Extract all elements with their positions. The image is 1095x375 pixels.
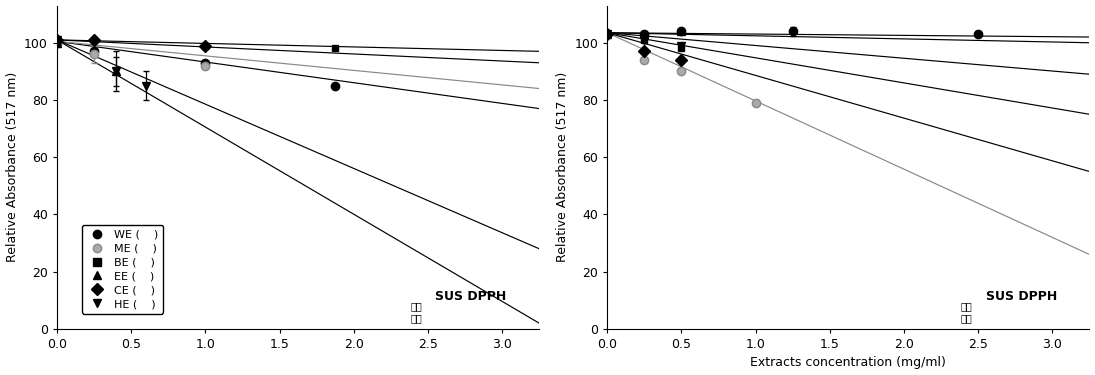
Y-axis label: Relative Absorbance (517 nm): Relative Absorbance (517 nm) <box>556 72 568 262</box>
Legend: WE (    ), ME (    ), BE (    ), EE (    ), CE (    ), HE (    ): WE ( ), ME ( ), BE ( ), EE ( ), CE ( ), … <box>82 225 163 314</box>
Text: 흡어
이론: 흡어 이론 <box>411 302 422 323</box>
Y-axis label: Relative Absorbance (517 nm): Relative Absorbance (517 nm) <box>5 72 19 262</box>
X-axis label: Extracts concentration (mg/ml): Extracts concentration (mg/ml) <box>750 357 946 369</box>
Text: 등을
아래: 등을 아래 <box>960 302 972 323</box>
Text: SUS DPPH: SUS DPPH <box>436 290 507 303</box>
Text: SUS DPPH: SUS DPPH <box>986 290 1057 303</box>
